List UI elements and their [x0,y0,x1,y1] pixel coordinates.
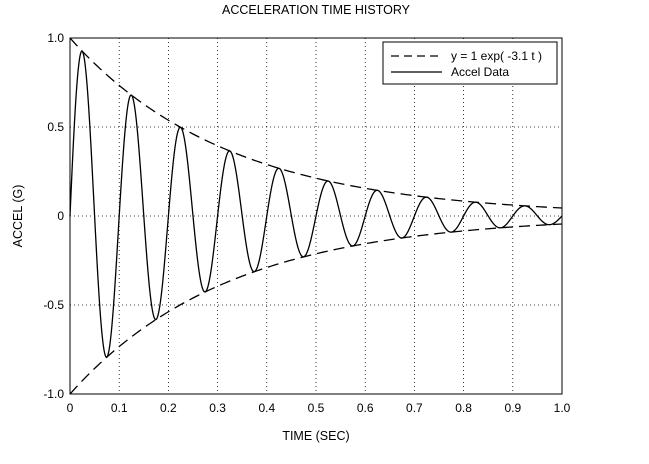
legend-label-accel-data: Accel Data [451,65,509,79]
envelope-lower-line [69,223,563,395]
chart-title: ACCELERATION TIME HISTORY [222,3,411,17]
y-tick-label: 0 [57,209,64,223]
y-tick-label: 1.0 [47,31,64,45]
x-tick-label: 0.6 [357,401,374,415]
x-tick-label: 0 [67,401,74,415]
x-tick-label: 0.7 [406,401,423,415]
x-tick-label: 0.9 [504,401,521,415]
y-tick-labels: -1.0 -0.5 0 0.5 1.0 [43,31,64,401]
x-tick-label: 0.5 [308,401,325,415]
y-axis-label: ACCEL (G) [11,185,25,248]
x-tick-label: 0.3 [209,401,226,415]
grid-lines [70,38,562,394]
y-tick-label: -1.0 [43,387,64,401]
legend-label-envelope: y = 1 exp( -3.1 t ) [451,49,542,63]
y-tick-label: 0.5 [47,120,64,134]
x-tick-label: 0.1 [111,401,128,415]
plot-frame [69,37,563,395]
accel-data-line [69,50,563,358]
legend-box [382,41,558,85]
x-tick-labels: 0 0.1 0.2 0.3 0.4 0.5 0.6 0.7 0.8 0.9 1.0 [67,401,571,415]
x-tick-label: 0.2 [160,401,177,415]
x-tick-label: 0.8 [455,401,472,415]
legend: y = 1 exp( -3.1 t ) Accel Data [382,41,558,85]
x-axis-label: TIME (SEC) [282,429,349,443]
x-tick-label: 0.4 [258,401,275,415]
x-tick-label: 1.0 [554,401,571,415]
y-tick-label: -0.5 [43,298,64,312]
envelope-upper-line [69,37,563,209]
plot-lines [69,37,563,395]
